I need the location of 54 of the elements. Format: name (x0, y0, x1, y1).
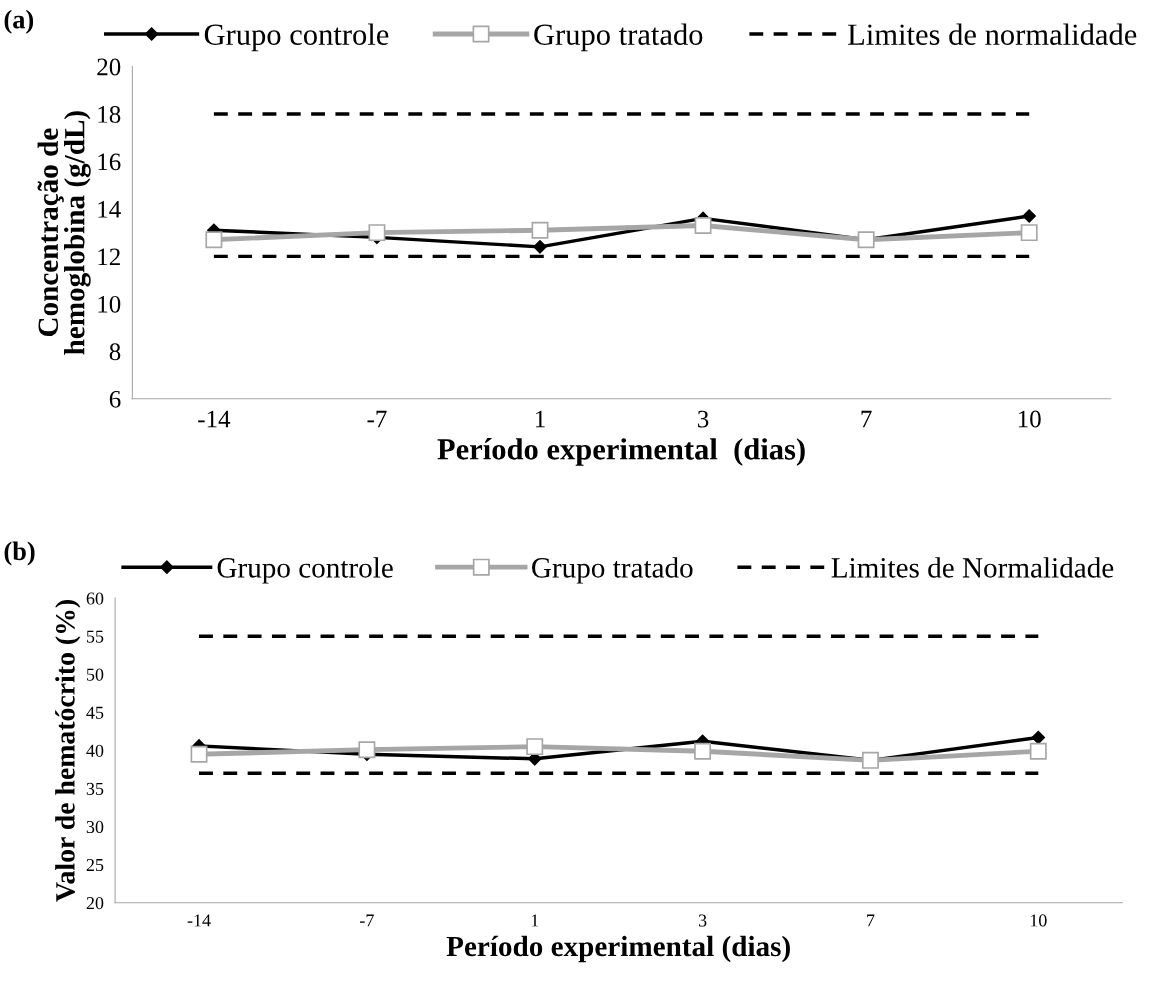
legend-label: Limites de Normalidade (831, 557, 1114, 578)
legend-label: Grupo tratado (534, 23, 703, 52)
y-axis-title: Concentração de hemoglobina (g/dL) (37, 111, 91, 355)
y-tick-label: 35 (86, 782, 104, 795)
y-tick-label: 12 (98, 248, 120, 266)
point (368, 224, 386, 242)
point (205, 231, 223, 249)
x-tick-label: 1 (535, 410, 545, 428)
x-tick-label: 3 (698, 410, 709, 428)
point (190, 745, 208, 763)
point (358, 741, 376, 759)
point (1029, 742, 1047, 760)
y-tick-label: 30 (86, 820, 104, 834)
point (1022, 209, 1036, 223)
point (1031, 730, 1046, 745)
y-tick-label: 8 (109, 343, 121, 361)
point (694, 217, 712, 234)
y-tick-label: 14 (98, 201, 121, 218)
y-tick-label: 10 (98, 295, 121, 313)
legend-label: Grupo controle (204, 23, 389, 52)
y-tick-label: 20 (97, 58, 121, 76)
legend-label: Limites de normalidade (848, 23, 1137, 45)
chart-title: (a) (4, 9, 34, 34)
x-tick-label: 7 (861, 410, 872, 428)
x-axis-title: Período experimental (dias) (437, 438, 805, 466)
x-tick-label: 10 (1030, 914, 1047, 927)
point (694, 742, 712, 760)
legend-label: Grupo controle (217, 557, 393, 584)
y-tick-label: 50 (86, 668, 104, 681)
point (533, 240, 547, 254)
x-tick-label: -14 (187, 914, 211, 927)
x-tick-label: 3 (698, 914, 707, 927)
y-tick-label: 6 (109, 390, 121, 408)
point (526, 738, 544, 756)
point (1020, 224, 1038, 242)
y-tick-label: 40 (86, 744, 104, 757)
y-tick-label: 18 (98, 105, 121, 123)
x-tick-label: -7 (360, 914, 374, 927)
y-tick-label: 60 (86, 592, 104, 605)
y-tick-label: 45 (86, 706, 104, 719)
x-axis-title: Período experimental (dias) (446, 935, 790, 963)
legend-label: Grupo tratado (532, 557, 693, 584)
x-tick-label: 10 (1018, 410, 1041, 428)
x-tick-label: -14 (198, 410, 231, 428)
x-tick-label: 1 (531, 914, 539, 927)
y-tick-label: 25 (86, 858, 104, 872)
y-axis-title: Valor de hematócrito (%) (55, 600, 81, 902)
chart-title: (b) (4, 541, 35, 566)
y-tick-label: 20 (86, 896, 104, 910)
y-tick-label: 55 (86, 630, 104, 643)
x-tick-label: 7 (867, 914, 875, 927)
y-tick-label: 16 (98, 153, 121, 171)
point (531, 221, 549, 239)
x-tick-label: -7 (367, 410, 387, 428)
